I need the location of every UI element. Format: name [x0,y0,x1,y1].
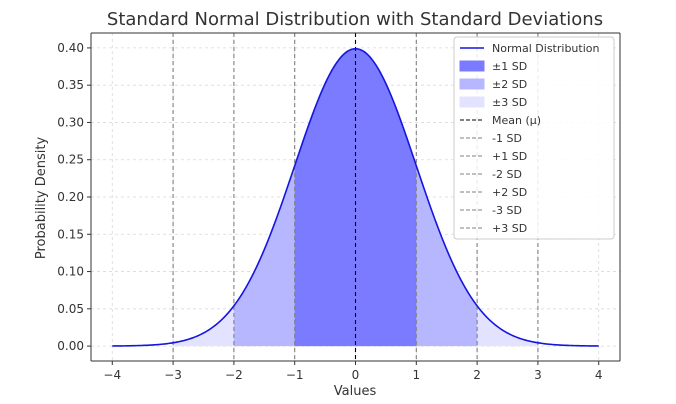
chart-title: Standard Normal Distribution with Standa… [107,9,603,30]
x-tick-label: −1 [286,368,304,382]
x-tick-label: −4 [103,368,121,382]
legend-label: +1 SD [492,150,527,163]
y-tick-label: 0.10 [57,265,84,279]
x-tick-label: −2 [225,368,243,382]
legend-label: +3 SD [492,222,527,235]
legend-label: ±1 SD [492,60,527,73]
y-tick-label: 0.30 [57,115,84,129]
y-tick-label: 0.35 [57,78,84,92]
y-tick-label: 0.00 [57,339,84,353]
legend: Normal Distribution ±1 SD ±2 SD ±3 SD Mean (… [454,37,614,239]
legend-label: -3 SD [492,204,522,217]
x-ticks: −4 −3 −2 −1 0 1 2 3 4 [103,361,602,382]
legend-swatch [460,61,484,71]
legend-label: +2 SD [492,186,527,199]
x-tick-label: 1 [412,368,420,382]
x-tick-label: 2 [473,368,481,382]
legend-label: ±2 SD [492,78,527,91]
x-tick-label: 4 [595,368,603,382]
legend-swatch [460,97,484,107]
y-tick-label: 0.40 [57,41,84,55]
y-ticks: 0.00 0.05 0.10 0.15 0.20 0.25 0.30 0.35 0.40 [57,41,91,353]
y-axis-label: Probability Density [34,137,49,260]
x-tick-label: 3 [534,368,542,382]
legend-label: Mean (μ) [492,114,541,127]
x-tick-label: −3 [164,368,182,382]
y-tick-label: 0.20 [57,190,84,204]
legend-label: ±3 SD [492,96,527,109]
legend-label: -2 SD [492,168,522,181]
x-tick-label: 0 [352,368,360,382]
y-tick-label: 0.15 [57,227,84,241]
x-axis-label: Values [334,384,377,399]
legend-label: -1 SD [492,132,522,145]
legend-swatch [460,79,484,89]
y-tick-label: 0.05 [57,302,84,316]
legend-label: Normal Distribution [492,42,599,55]
y-tick-label: 0.25 [57,153,84,167]
